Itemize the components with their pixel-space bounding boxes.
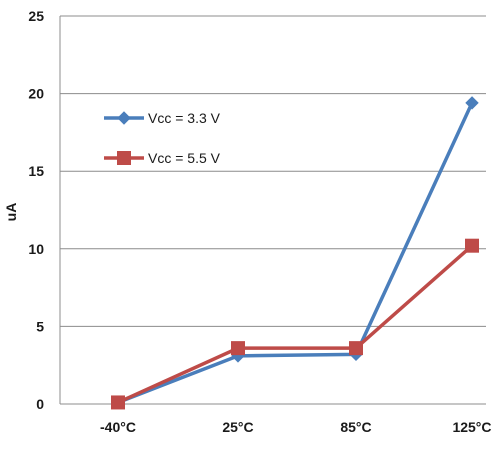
data-point — [349, 341, 363, 356]
y-tick-label: 10 — [28, 241, 44, 257]
x-tick-label: 25°C — [222, 419, 253, 435]
y-tick-label: 25 — [28, 8, 44, 24]
y-tick-label: 5 — [36, 318, 44, 334]
series-line — [117, 102, 474, 405]
x-tick-label: 125°C — [452, 419, 491, 435]
x-tick-label: 85°C — [340, 419, 371, 435]
data-point — [465, 96, 479, 110]
gridlines — [60, 15, 486, 327]
data-point — [231, 341, 245, 356]
axes — [59, 16, 486, 405]
legend: Vcc = 3.3 V Vcc = 5.5 V — [104, 110, 221, 166]
y-tick-label: 20 — [28, 86, 44, 102]
legend-item: Vcc = 5.5 V — [104, 150, 221, 166]
legend-label: Vcc = 3.3 V — [148, 110, 221, 126]
legend-marker — [117, 151, 131, 165]
legend-item: Vcc = 3.3 V — [104, 110, 221, 126]
x-tick-label: -40°C — [100, 419, 136, 435]
series-2 — [111, 238, 479, 410]
x-tick-labels: -40°C 25°C 85°C 125°C — [100, 419, 492, 435]
data-point — [465, 238, 479, 253]
series-1 — [111, 96, 479, 410]
series-line — [117, 244, 474, 405]
legend-label: Vcc = 5.5 V — [148, 150, 221, 166]
y-axis-label: uA — [3, 203, 19, 222]
series — [111, 96, 479, 410]
y-tick-labels: 0 5 10 15 20 25 — [28, 8, 44, 412]
data-point — [111, 395, 125, 410]
legend-marker — [117, 111, 131, 125]
y-tick-label: 0 — [36, 396, 44, 412]
y-tick-label: 15 — [28, 163, 44, 179]
